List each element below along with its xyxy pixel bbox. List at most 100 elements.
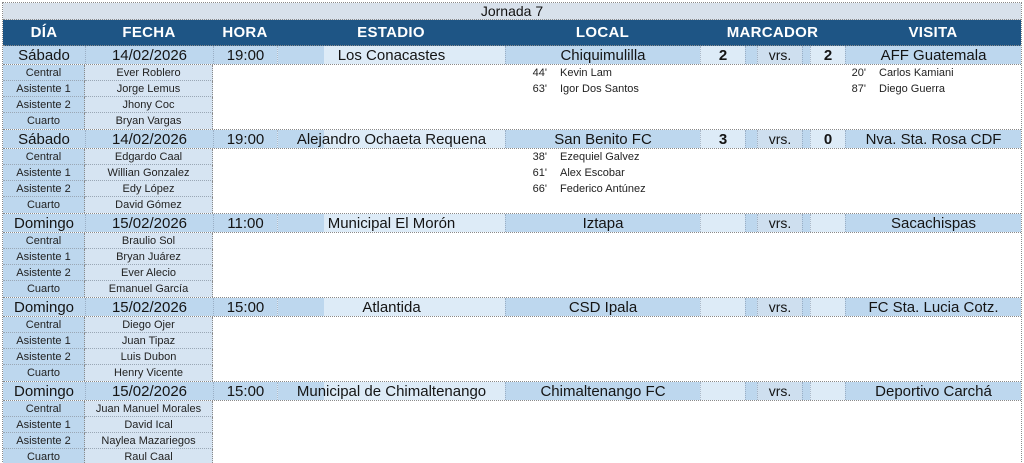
away-goal xyxy=(845,417,1021,433)
official-role: Central xyxy=(3,401,85,417)
away-team: AFF Guatemala xyxy=(845,46,1021,64)
home-goal xyxy=(505,233,745,249)
home-goal xyxy=(505,417,745,433)
vrs-label: vrs. xyxy=(757,382,802,400)
officials-goals-row: Asistente 2 Luis Dubon xyxy=(3,349,1021,365)
empty-cell xyxy=(745,417,845,433)
official-role: Asistente 2 xyxy=(3,181,85,197)
header-estadio: ESTADIO xyxy=(357,24,425,41)
empty-cell xyxy=(213,265,505,281)
goal-minute: 20' xyxy=(851,67,866,79)
goal-player: Federico Antúnez xyxy=(560,183,646,195)
official-role: Asistente 2 xyxy=(3,97,85,113)
score-spacer xyxy=(802,214,810,232)
home-score xyxy=(700,214,745,232)
official-name: Bryan Juárez xyxy=(85,249,213,265)
empty-cell xyxy=(213,165,505,181)
officials-goals-row: Asistente 1 Juan Tipaz xyxy=(3,333,1021,349)
away-goal: 20' Carlos Kamiani xyxy=(845,65,1021,81)
away-score: 0 xyxy=(810,130,845,148)
official-name: Naylea Mazariegos xyxy=(85,433,213,449)
away-goal xyxy=(845,433,1021,449)
away-score: 2 xyxy=(810,46,845,64)
empty-cell xyxy=(213,65,505,81)
official-name: David Ical xyxy=(85,417,213,433)
away-goal xyxy=(845,317,1021,333)
match-time: 11:00 xyxy=(213,214,277,232)
empty-cell xyxy=(745,165,845,181)
away-score xyxy=(810,214,845,232)
empty-cell xyxy=(745,349,845,365)
official-name: Jorge Lemus xyxy=(85,81,213,97)
empty-cell xyxy=(745,433,845,449)
home-team: Chiquimulilla xyxy=(505,46,700,64)
away-score xyxy=(810,298,845,316)
empty-cell xyxy=(213,149,505,165)
score-spacer xyxy=(745,382,757,400)
official-name: Ever Alecio xyxy=(85,265,213,281)
home-goal xyxy=(505,449,745,463)
match-date: 15/02/2026 xyxy=(85,298,213,316)
home-goal xyxy=(505,365,745,381)
officials-goals-row: Cuarto Emanuel García xyxy=(3,281,1021,297)
empty-cell xyxy=(213,317,505,333)
away-team: Nva. Sta. Rosa CDF xyxy=(845,130,1021,148)
goal-player: Carlos Kamiani xyxy=(879,67,954,79)
match-day: Domingo xyxy=(3,298,85,316)
official-role: Central xyxy=(3,65,85,81)
score-spacer xyxy=(802,382,810,400)
official-role: Asistente 1 xyxy=(3,249,85,265)
empty-cell xyxy=(745,333,845,349)
official-name: David Gómez xyxy=(85,197,213,213)
home-goal: 66' Federico Antúnez xyxy=(505,181,745,197)
officials-goals-row: Central Juan Manuel Morales xyxy=(3,401,1021,417)
empty-cell xyxy=(213,281,505,297)
officials-goals-row: Asistente 2 Ever Alecio xyxy=(3,265,1021,281)
official-role: Cuarto xyxy=(3,449,85,463)
away-goal xyxy=(845,197,1021,213)
empty-cell xyxy=(745,281,845,297)
empty-cell xyxy=(745,197,845,213)
empty-cell xyxy=(745,249,845,265)
officials-goals-row: Central Braulio Sol xyxy=(3,233,1021,249)
officials-goals-row: Central Edgardo Caal 38' Ezequiel Galvez xyxy=(3,149,1021,165)
home-goal xyxy=(505,317,745,333)
home-goal xyxy=(505,113,745,129)
score-spacer xyxy=(745,298,757,316)
away-goal xyxy=(845,333,1021,349)
official-name: Jhony Coc xyxy=(85,97,213,113)
home-goal xyxy=(505,349,745,365)
score-spacer xyxy=(745,46,757,64)
goal-minute: 61' xyxy=(532,167,547,179)
officials-goals-row: Asistente 1 David Ical xyxy=(3,417,1021,433)
empty-cell xyxy=(745,113,845,129)
match-day: Sábado xyxy=(3,130,85,148)
empty-cell xyxy=(213,449,505,463)
score-spacer xyxy=(802,46,810,64)
home-goal xyxy=(505,97,745,113)
official-name: Willian Gonzalez xyxy=(85,165,213,181)
official-role: Asistente 1 xyxy=(3,165,85,181)
official-role: Asistente 2 xyxy=(3,433,85,449)
header-local: LOCAL xyxy=(575,24,630,41)
match-time: 15:00 xyxy=(213,298,277,316)
goal-player: Kevin Lam xyxy=(560,67,612,79)
official-role: Asistente 2 xyxy=(3,265,85,281)
header-marcador: MARCADOR xyxy=(726,24,819,41)
away-goal xyxy=(845,349,1021,365)
away-goal xyxy=(845,165,1021,181)
officials-goals-row: Asistente 2 Naylea Mazariegos xyxy=(3,433,1021,449)
official-name: Juan Manuel Morales xyxy=(85,401,213,417)
goal-player: Alex Escobar xyxy=(560,167,625,179)
official-role: Cuarto xyxy=(3,281,85,297)
empty-cell xyxy=(745,181,845,197)
home-goal xyxy=(505,401,745,417)
match-stadium: Los Conacastes xyxy=(277,46,505,64)
home-team: Iztapa xyxy=(505,214,700,232)
official-name: Emanuel García xyxy=(85,281,213,297)
official-role: Cuarto xyxy=(3,197,85,213)
officials-goals-row: Asistente 2 Edy López 66' Federico Antún… xyxy=(3,181,1021,197)
match-row: Domingo 15/02/2026 15:00 Municipal de Ch… xyxy=(3,382,1021,401)
home-score xyxy=(700,382,745,400)
